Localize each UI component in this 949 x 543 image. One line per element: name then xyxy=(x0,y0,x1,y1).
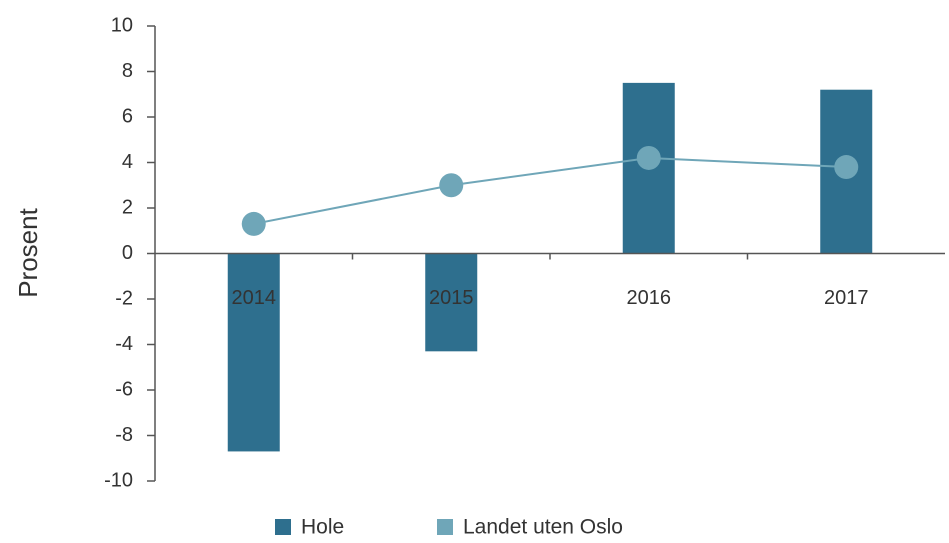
x-tick-label: 2015 xyxy=(429,287,474,309)
y-tick-label: -8 xyxy=(115,424,133,446)
legend-swatch xyxy=(437,519,453,535)
x-tick-label: 2014 xyxy=(232,287,277,309)
line-point xyxy=(834,155,859,180)
legend-swatch xyxy=(275,519,291,535)
bar xyxy=(227,253,280,452)
bar xyxy=(425,253,478,352)
y-tick-label: -2 xyxy=(115,287,133,309)
y-axis-label: Prosent xyxy=(13,207,43,297)
y-tick-label: -4 xyxy=(115,333,133,355)
x-tick-label: 2016 xyxy=(627,287,672,309)
y-tick-label: 8 xyxy=(122,60,133,82)
line-point xyxy=(439,173,464,198)
line-point xyxy=(636,145,661,170)
legend-label: Hole xyxy=(301,516,344,539)
y-tick-label: 2 xyxy=(122,196,133,218)
y-tick-label: 4 xyxy=(122,151,133,173)
x-tick-label: 2017 xyxy=(824,287,869,309)
y-tick-label: 6 xyxy=(122,105,133,127)
legend-label: Landet uten Oslo xyxy=(463,516,623,539)
line-point xyxy=(241,211,266,236)
line xyxy=(253,156,847,225)
y-tick-label: -10 xyxy=(104,469,133,491)
y-tick-label: -6 xyxy=(115,378,133,400)
y-tick-label: 0 xyxy=(122,242,133,264)
y-tick-label: 10 xyxy=(111,14,133,36)
